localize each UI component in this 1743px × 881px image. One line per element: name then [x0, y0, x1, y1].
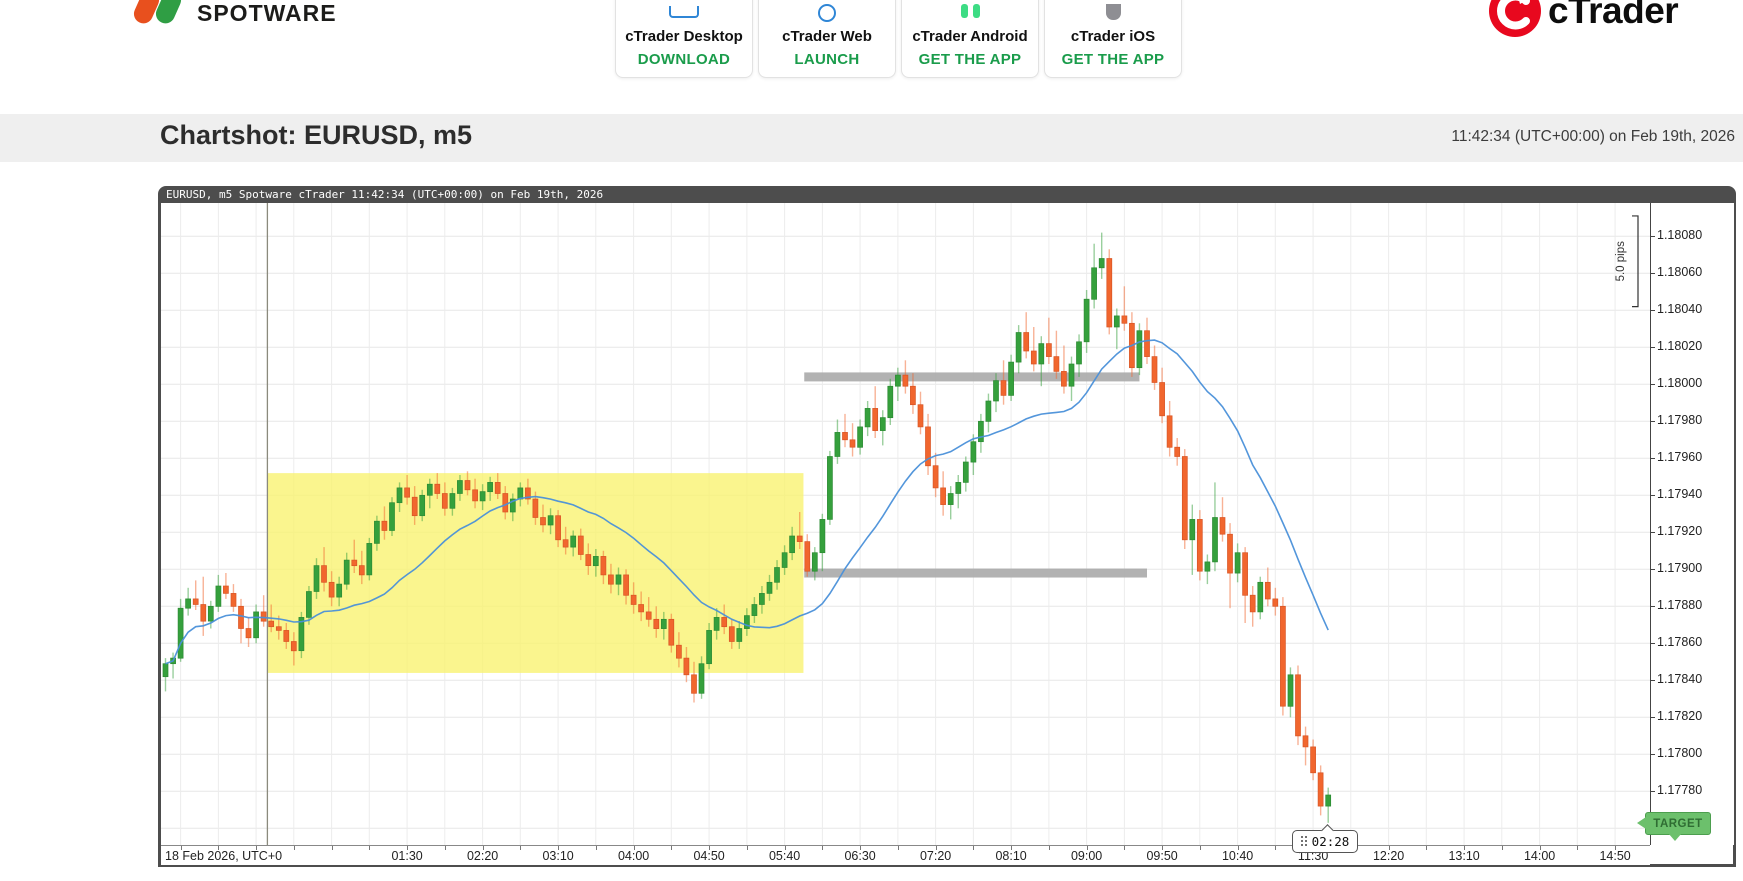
ctrader-logo[interactable]: cTrader: [1488, 0, 1679, 38]
countdown-value: 02:28: [1311, 834, 1350, 849]
time-tick: 09:50: [1146, 849, 1178, 863]
price-tick: 1.17880: [1651, 598, 1702, 612]
price-tick: 1.18040: [1651, 302, 1702, 316]
time-tick: 08:10: [995, 849, 1027, 863]
price-axis[interactable]: 1.18080 1.18060 1.18040 1.18020 1.18000 1.179…: [1650, 203, 1734, 845]
launch-link[interactable]: LAUNCH: [794, 51, 860, 68]
time-tick: 06:30: [844, 849, 876, 863]
time-tick: 01:30: [391, 849, 423, 863]
get-the-app-link[interactable]: GET THE APP: [1061, 51, 1165, 68]
bar-countdown-tooltip: 02:28: [1292, 830, 1358, 853]
chart-header: EURUSD, m5 Spotware cTrader 11:42:34 (UT…: [158, 186, 1736, 203]
ctrader-logo-icon: [1489, 0, 1541, 37]
time-tick: 14:00: [1523, 849, 1556, 863]
price-tick: 1.17780: [1651, 783, 1702, 797]
card-ctrader-web[interactable]: cTrader Web LAUNCH: [758, 0, 896, 78]
card-ctrader-android[interactable]: cTrader Android GET THE APP: [901, 0, 1039, 78]
price-tick: 1.17980: [1651, 413, 1702, 427]
spotware-logo-icon: [130, 0, 197, 30]
get-the-app-link[interactable]: GET THE APP: [918, 51, 1022, 68]
card-ctrader-desktop[interactable]: cTrader Desktop DOWNLOAD: [615, 0, 753, 78]
time-tick: 14:50: [1599, 849, 1631, 863]
chart-frame: EURUSD, m5 Spotware cTrader 11:42:34 (UT…: [158, 186, 1736, 867]
time-tick: 02:20: [466, 849, 499, 863]
spotware-logo[interactable]: SPOTWARE: [130, 0, 337, 30]
time-tick: 07:20: [919, 849, 952, 863]
app-links: cTrader Desktop DOWNLOAD cTrader Web LAU…: [615, 0, 1182, 78]
page-title: Chartshot: EURUSD, m5: [160, 120, 473, 150]
time-tick: 09:00: [1070, 849, 1103, 863]
price-tick: 1.18000: [1651, 376, 1702, 390]
globe-icon: [818, 2, 836, 24]
time-tick: 04:50: [693, 849, 725, 863]
price-tick: 1.17840: [1651, 672, 1702, 686]
time-tick: 04:00: [617, 849, 650, 863]
app-name: cTrader iOS: [1070, 28, 1156, 45]
price-tick: 1.17800: [1651, 746, 1702, 760]
time-tick: 05:40: [768, 849, 801, 863]
time-tick: 03:10: [542, 849, 574, 863]
time-axis[interactable]: 18 Feb 2026, UTC+0 01:30 02:20 03:10 04:00 04…: [161, 845, 1650, 865]
price-tick: 1.17920: [1651, 524, 1702, 538]
spotware-logo-text: SPOTWARE: [197, 0, 337, 26]
time-tick: 13:10: [1448, 849, 1480, 863]
price-tick: 1.17940: [1651, 487, 1702, 501]
ctrader-logo-text: cTrader: [1548, 0, 1679, 31]
download-link[interactable]: DOWNLOAD: [637, 51, 731, 68]
price-tick: 1.17860: [1651, 635, 1702, 649]
date-label: 18 Feb 2026, UTC+0: [165, 849, 283, 863]
time-tick: 12:20: [1372, 849, 1405, 863]
page-title-band: Chartshot: EURUSD, m5 11:42:34 (UTC+00:0…: [0, 114, 1743, 162]
time-tick: 10:40: [1221, 849, 1254, 863]
candlestick-plot[interactable]: 5.0 pips: [161, 203, 1650, 845]
card-ctrader-ios[interactable]: cTrader iOS GET THE APP: [1044, 0, 1182, 78]
price-tick: 1.18080: [1651, 228, 1702, 242]
target-label: TARGET: [1637, 812, 1711, 841]
chartshot-timestamp: 11:42:34 (UTC+00:00) on Feb 19th, 2026: [1451, 128, 1735, 145]
desktop-icon: [669, 2, 699, 24]
app-name: cTrader Android: [912, 28, 1028, 45]
price-tick: 1.18060: [1651, 265, 1702, 279]
price-tick: 1.18020: [1651, 339, 1702, 353]
grip-dots-icon: [1300, 836, 1308, 847]
android-icon: [960, 2, 980, 24]
price-tick: 1.17820: [1651, 709, 1702, 723]
app-name: cTrader Web: [782, 28, 872, 45]
app-name: cTrader Desktop: [625, 28, 743, 45]
price-tick: 1.17900: [1651, 561, 1702, 575]
price-tick: 1.17960: [1651, 450, 1702, 464]
svg-text:5.0 pips: 5.0 pips: [1615, 241, 1627, 282]
chart-body: 5.0 pips 1.18080 1.18060 1.18040 1.18020 1.1…: [158, 203, 1736, 867]
apple-icon: [1105, 2, 1121, 24]
